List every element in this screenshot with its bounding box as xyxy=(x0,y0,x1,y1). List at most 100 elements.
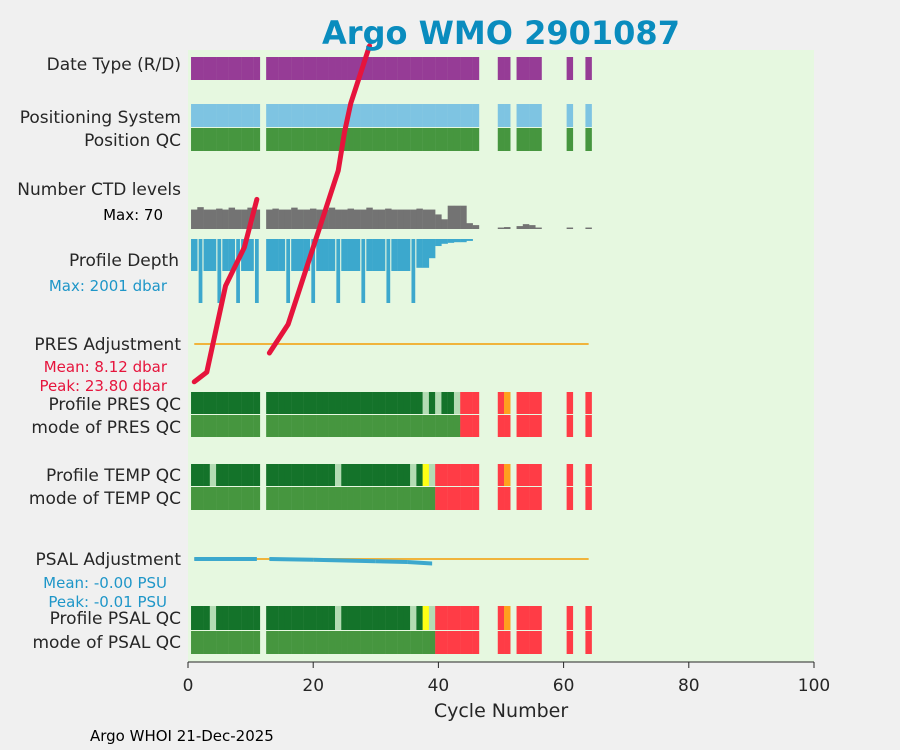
profile-depth-bar xyxy=(386,239,391,303)
profile-temp-qc-row-cycle xyxy=(247,464,254,486)
position-qc-row-cycle xyxy=(403,128,411,151)
profile-psal-qc-row-cycle xyxy=(422,606,430,630)
profile-pres-qc-row-cycle xyxy=(385,392,392,414)
ctd-level-bar xyxy=(222,209,229,229)
positioning-row-cycle xyxy=(272,104,279,127)
profile-temp-qc-row-cycle xyxy=(366,464,373,486)
profile-temp-qc-row-cycle xyxy=(522,464,530,486)
mode-temp-qc-row xyxy=(191,487,592,510)
profile-psal-qc-row-cycle xyxy=(222,606,229,630)
mode-pres-qc-row-cycle xyxy=(397,415,405,437)
profile-depth-bar xyxy=(209,239,217,271)
positioning-row-cycle xyxy=(197,104,204,127)
mode-pres-qc-row-cycle xyxy=(284,415,292,437)
ctd-level-bar xyxy=(422,209,430,229)
profile-psal-qc-row-cycle xyxy=(435,606,442,630)
date-type-row-cycle xyxy=(428,57,436,80)
date-type-row-cycle xyxy=(266,57,273,80)
ctd-level-bar xyxy=(253,209,261,229)
profile-depth-bar xyxy=(228,239,236,271)
ctd-level-bar xyxy=(316,209,323,229)
ctd-level-bar xyxy=(309,208,317,229)
mode-pres-qc-row-cycle xyxy=(410,415,417,437)
ctd-level-bar xyxy=(529,225,536,229)
position-qc-row-cycle xyxy=(360,128,367,151)
profile-pres-qc-row-cycle xyxy=(303,392,311,414)
profile-pres-qc-row-cycle xyxy=(203,392,211,414)
ctd-level-bar xyxy=(228,207,236,229)
mode-psal-qc-row-cycle xyxy=(241,631,248,654)
profile-temp-qc-row-cycle xyxy=(328,464,336,486)
mode-temp-qc-row-cycle xyxy=(378,487,386,510)
profile-depth-bar xyxy=(460,239,467,243)
mode-pres-qc-row-cycle xyxy=(535,415,542,437)
date-type-row-cycle xyxy=(366,57,373,80)
profile-pres-qc-row-cycle xyxy=(435,392,442,414)
mode-pres-qc-row-cycle xyxy=(291,415,298,437)
x-axis: 0 20 40 60 80 100 Cycle Number xyxy=(183,661,830,722)
profile-psal-qc-row-cycle xyxy=(197,606,204,630)
profile-pres-qc-row-cycle xyxy=(522,392,530,414)
mode-psal-qc-row-cycle xyxy=(253,631,261,654)
mode-pres-qc-row-cycle xyxy=(441,415,448,437)
profile-psal-qc-row-cycle xyxy=(522,606,530,630)
profile-psal-qc-row-cycle xyxy=(209,606,217,630)
ctd-level-bar xyxy=(372,209,380,229)
mode-pres-qc-row-cycle xyxy=(403,415,411,437)
label-profile-depth: Profile Depth xyxy=(69,251,179,271)
mode-pres-qc-row-cycle xyxy=(316,415,323,437)
mode-pres-qc-row-cycle xyxy=(372,415,380,437)
mode-temp-qc-row-cycle xyxy=(441,487,448,510)
date-type-row-cycle xyxy=(247,57,254,80)
profile-temp-qc-row xyxy=(191,464,592,486)
positioning-row-cycle xyxy=(278,104,286,127)
profile-pres-qc-row-cycle xyxy=(529,392,536,414)
date-type-row-cycle xyxy=(504,57,511,80)
position-qc-row-cycle xyxy=(291,128,298,151)
ctd-level-bar xyxy=(360,209,367,229)
profile-psal-qc-row-cycle xyxy=(309,606,317,630)
mode-temp-qc-row-cycle xyxy=(516,487,524,510)
profile-psal-qc-row-cycle xyxy=(316,606,323,630)
position-qc-row-cycle xyxy=(335,128,342,151)
mode-psal-qc-row-cycle xyxy=(422,631,430,654)
positioning-row-cycle xyxy=(535,104,542,127)
positioning-row-cycle xyxy=(322,104,329,127)
position-qc-row xyxy=(191,128,592,151)
profile-temp-qc-row-cycle xyxy=(385,464,392,486)
positioning-row-cycle xyxy=(222,104,229,127)
mode-pres-qc-row-cycle xyxy=(422,415,430,437)
ctd-level-bar xyxy=(366,207,373,229)
ctd-level-bar xyxy=(504,227,511,229)
mode-pres-qc-row-cycle xyxy=(428,415,436,437)
profile-psal-qc-row-cycle xyxy=(266,606,273,630)
profile-psal-qc-row-cycle xyxy=(191,606,198,630)
positioning-row-cycle xyxy=(378,104,386,127)
mode-psal-qc-row-cycle xyxy=(397,631,405,654)
positioning-row-cycle xyxy=(228,104,236,127)
position-qc-row-cycle xyxy=(234,128,242,151)
mode-pres-qc-row-cycle xyxy=(378,415,386,437)
profile-psal-qc-row xyxy=(191,606,592,630)
date-type-row-cycle xyxy=(435,57,442,80)
position-qc-row-cycle xyxy=(191,128,198,151)
positioning-row-cycle xyxy=(522,104,530,127)
profile-temp-qc-row-cycle xyxy=(216,464,223,486)
profile-temp-qc-row-cycle xyxy=(410,464,417,486)
mode-pres-qc-row-cycle xyxy=(228,415,236,437)
profile-depth-bar xyxy=(236,239,240,303)
positioning-row-cycle xyxy=(466,104,473,127)
mode-pres-qc-row-cycle xyxy=(585,415,592,437)
profile-temp-qc-row-cycle xyxy=(322,464,329,486)
mode-psal-qc-row-cycle xyxy=(428,631,436,654)
mode-psal-qc-row-cycle xyxy=(222,631,229,654)
ctd-level-bar xyxy=(341,209,348,229)
mode-psal-qc-row-cycle xyxy=(441,631,448,654)
ctd-level-bar xyxy=(435,214,442,229)
profile-depth-bar xyxy=(453,239,461,243)
profile-psal-qc-row-cycle xyxy=(453,606,461,630)
mode-pres-qc-row-cycle xyxy=(460,415,467,437)
position-qc-row-cycle xyxy=(391,128,398,151)
date-type-row-cycle xyxy=(284,57,292,80)
